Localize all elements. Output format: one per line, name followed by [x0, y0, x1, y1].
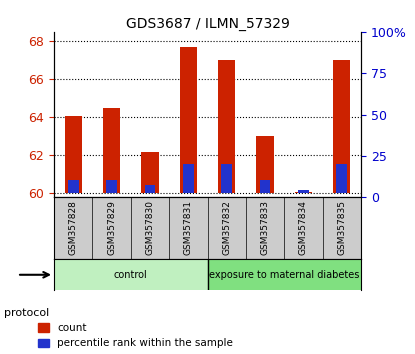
Bar — [64, 115, 82, 193]
Bar — [54, 259, 208, 290]
Bar — [208, 197, 246, 259]
Bar — [131, 197, 169, 259]
Bar — [246, 197, 284, 259]
Text: GSM357835: GSM357835 — [337, 200, 347, 255]
Text: GSM357833: GSM357833 — [261, 200, 270, 255]
Legend: count, percentile rank within the sample: count, percentile rank within the sample — [39, 323, 233, 348]
Text: GSM357831: GSM357831 — [184, 200, 193, 255]
Text: GSM357828: GSM357828 — [68, 200, 78, 255]
Title: GDS3687 / ILMN_57329: GDS3687 / ILMN_57329 — [126, 17, 289, 31]
Bar — [218, 61, 235, 193]
Text: protocol: protocol — [4, 308, 49, 318]
Bar — [337, 164, 347, 193]
Text: control: control — [114, 270, 148, 280]
Bar — [180, 47, 197, 193]
Bar — [68, 180, 78, 193]
Bar — [169, 197, 208, 259]
Text: GSM357829: GSM357829 — [107, 200, 116, 255]
Text: GSM357834: GSM357834 — [299, 200, 308, 255]
Bar — [141, 152, 159, 193]
Bar — [103, 108, 120, 193]
Bar — [183, 164, 194, 193]
Text: exposure to maternal diabetes: exposure to maternal diabetes — [209, 270, 359, 280]
Bar — [256, 136, 274, 193]
Text: GSM357832: GSM357832 — [222, 200, 231, 255]
Bar — [221, 164, 232, 193]
Bar — [284, 197, 323, 259]
Bar — [144, 185, 155, 193]
Text: GSM357830: GSM357830 — [145, 200, 154, 255]
Bar — [106, 180, 117, 193]
Bar — [298, 190, 309, 193]
Bar — [260, 180, 271, 193]
Bar — [323, 197, 361, 259]
Bar — [93, 197, 131, 259]
Bar — [54, 197, 92, 259]
Bar — [208, 259, 361, 290]
Bar — [333, 61, 351, 193]
